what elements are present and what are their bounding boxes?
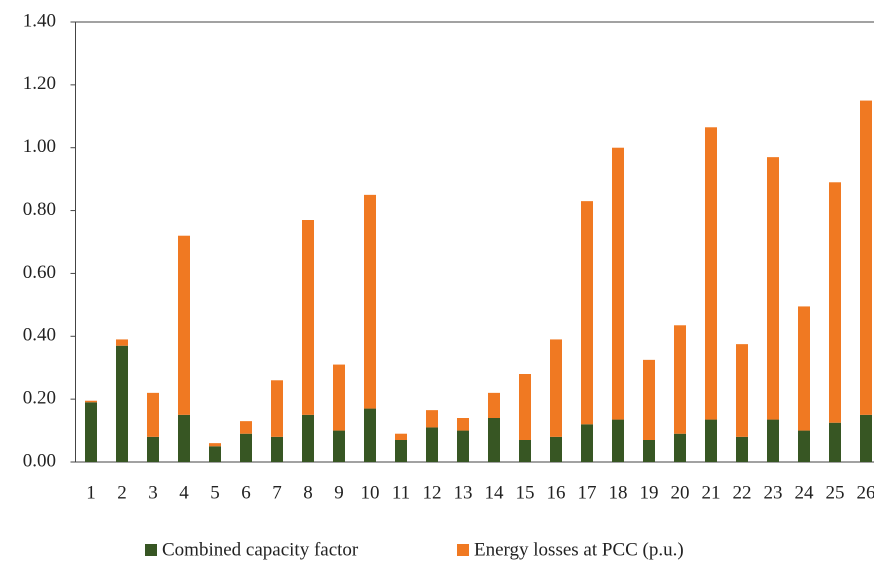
bar-segment (767, 419, 779, 462)
bar-segment (829, 182, 841, 423)
bar-segment (519, 374, 531, 440)
bar-segment (147, 436, 159, 462)
bar-segment (457, 430, 469, 462)
x-tick-label: 10 (361, 482, 380, 503)
x-tick-label: 23 (764, 482, 783, 503)
bar-segment (550, 436, 562, 462)
x-tick-label: 25 (826, 482, 845, 503)
bar-segment (519, 440, 531, 462)
y-tick-label: 0.00 (23, 450, 56, 471)
bar-segment (395, 440, 407, 462)
bar-segment (860, 100, 872, 415)
bar-segment (550, 339, 562, 437)
x-tick-label: 12 (423, 482, 442, 503)
bar-segment (488, 392, 500, 418)
bar-segment (736, 344, 748, 437)
bar-segment (240, 433, 252, 462)
x-tick-label: 18 (609, 482, 628, 503)
bar-segment (581, 424, 593, 462)
x-tick-label: 15 (516, 482, 535, 503)
x-tick-label: 24 (795, 482, 815, 503)
bar-segment (488, 418, 500, 462)
x-tick-label: 26 (857, 482, 874, 503)
bar-segment (116, 339, 128, 346)
bar-segment (85, 402, 97, 462)
bar-segment (581, 201, 593, 425)
x-tick-label: 2 (117, 482, 127, 503)
bar-segment (426, 427, 438, 462)
bar-segment (674, 433, 686, 462)
bar-segment (736, 436, 748, 462)
x-tick-label: 19 (640, 482, 659, 503)
x-tick-label: 13 (454, 482, 473, 503)
bar-segment (364, 408, 376, 462)
bar-segment (612, 147, 624, 420)
bar-segment (333, 430, 345, 462)
bar-segment (643, 359, 655, 440)
y-tick-label: 0.60 (23, 262, 56, 283)
y-tick-label: 0.80 (23, 199, 56, 220)
bar-segment (798, 430, 810, 462)
x-tick-label: 14 (485, 482, 505, 503)
bar-segment (457, 418, 469, 431)
legend-label: Combined capacity factor (162, 539, 359, 560)
x-tick-label: 8 (303, 482, 313, 503)
bar-segment (178, 235, 190, 415)
bar-segment (705, 127, 717, 420)
y-tick-label: 1.20 (23, 73, 56, 94)
x-tick-label: 16 (547, 482, 566, 503)
bar-segment (643, 440, 655, 462)
bar-segment (612, 419, 624, 462)
x-tick-label: 3 (148, 482, 158, 503)
bar-segment (705, 419, 717, 462)
bar-segment (674, 325, 686, 434)
bar-segment (798, 306, 810, 431)
y-tick-label: 1.40 (23, 10, 56, 31)
x-tick-label: 1 (86, 482, 96, 503)
bar-segment (147, 392, 159, 437)
x-tick-label: 7 (272, 482, 282, 503)
bar-segment (333, 364, 345, 431)
y-tick-label: 1.00 (23, 136, 56, 157)
bar-segment (767, 157, 779, 420)
bar-segment (829, 422, 841, 462)
bar-segment (860, 414, 872, 462)
bar-segment (395, 433, 407, 440)
legend-swatch (145, 544, 157, 556)
bar-segment (302, 220, 314, 415)
bar-segment (302, 414, 314, 462)
y-tick-label: 0.20 (23, 388, 56, 409)
x-tick-label: 11 (392, 482, 410, 503)
x-tick-label: 6 (241, 482, 251, 503)
bar-segment (116, 345, 128, 462)
x-tick-label: 20 (671, 482, 690, 503)
x-tick-label: 5 (210, 482, 220, 503)
x-tick-label: 9 (334, 482, 344, 503)
legend-label: Energy losses at PCC (p.u.) (474, 539, 684, 560)
y-tick-label: 0.40 (23, 325, 56, 346)
x-tick-label: 4 (179, 482, 189, 503)
x-tick-label: 22 (733, 482, 752, 503)
bar-segment (85, 400, 97, 403)
bar-segment (178, 414, 190, 462)
bar-segment (271, 380, 283, 437)
bar-segment (209, 446, 221, 462)
bar-segment (271, 436, 283, 462)
bar-segment (240, 421, 252, 434)
bar-segment (364, 194, 376, 409)
legend-swatch (457, 544, 469, 556)
x-tick-label: 17 (578, 482, 597, 503)
bar-segment (426, 410, 438, 428)
bar-segment (209, 443, 221, 447)
x-tick-label: 21 (702, 482, 721, 503)
